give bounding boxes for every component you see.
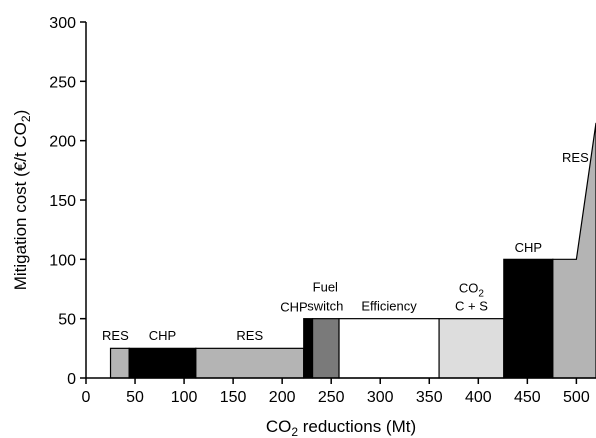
y-tick-label-150: 150 — [49, 193, 76, 210]
segment-label-5: Fuel — [313, 279, 338, 294]
axes: 0 50 100 150 200 250 300 350 400 450 500 0 50 100 150 2… — [49, 15, 596, 406]
y-tick-label-100: 100 — [49, 252, 76, 269]
segment-label-6: switch — [307, 298, 343, 313]
x-tick-label-300: 300 — [367, 389, 394, 406]
x-tick-label-100: 100 — [171, 389, 198, 406]
cost-block-1 — [109, 347, 130, 379]
x-tick-label-500: 500 — [563, 389, 590, 406]
cost-block-8 — [503, 258, 554, 379]
segment-label-2: CHP — [149, 328, 176, 343]
cost-block-3 — [195, 347, 305, 379]
x-tick-label-400: 400 — [465, 389, 492, 406]
segment-label-10: CHP — [515, 240, 542, 255]
x-tick-label-150: 150 — [220, 389, 247, 406]
x-tick-label-350: 350 — [416, 389, 443, 406]
x-tick-label-250: 250 — [318, 389, 345, 406]
y-tick-label-250: 250 — [49, 74, 76, 91]
x-tick-label-450: 450 — [514, 389, 541, 406]
x-tick-label-200: 200 — [269, 389, 296, 406]
segment-label-4: CHP — [280, 300, 307, 315]
segment-label-9: C + S — [455, 298, 488, 313]
x-tick-label-50: 50 — [126, 389, 144, 406]
y-axis-title: Mitigation cost (€/t CO2) — [11, 110, 33, 291]
cost-block-6 — [338, 318, 440, 379]
x-axis-title: CO2 reductions (Mt) — [266, 417, 416, 438]
segment-label-3: RES — [236, 328, 263, 343]
y-tick-label-50: 50 — [58, 312, 76, 329]
y-tick-label-300: 300 — [49, 15, 76, 32]
segment-label-11: RES — [562, 150, 589, 165]
y-tick-label-0: 0 — [67, 371, 76, 388]
segment-label-8: CO2 — [459, 281, 485, 300]
y-tick-label-200: 200 — [49, 134, 76, 151]
cost-block-5 — [311, 318, 340, 379]
cost-blocks — [109, 122, 596, 379]
cost-block-7 — [438, 318, 505, 379]
cost-block-4 — [303, 318, 314, 379]
x-tick-label-0: 0 — [82, 389, 91, 406]
cost-block-2 — [128, 347, 197, 379]
segment-label-1: RES — [102, 328, 129, 343]
segment-label-7: Efficiency — [361, 298, 417, 313]
